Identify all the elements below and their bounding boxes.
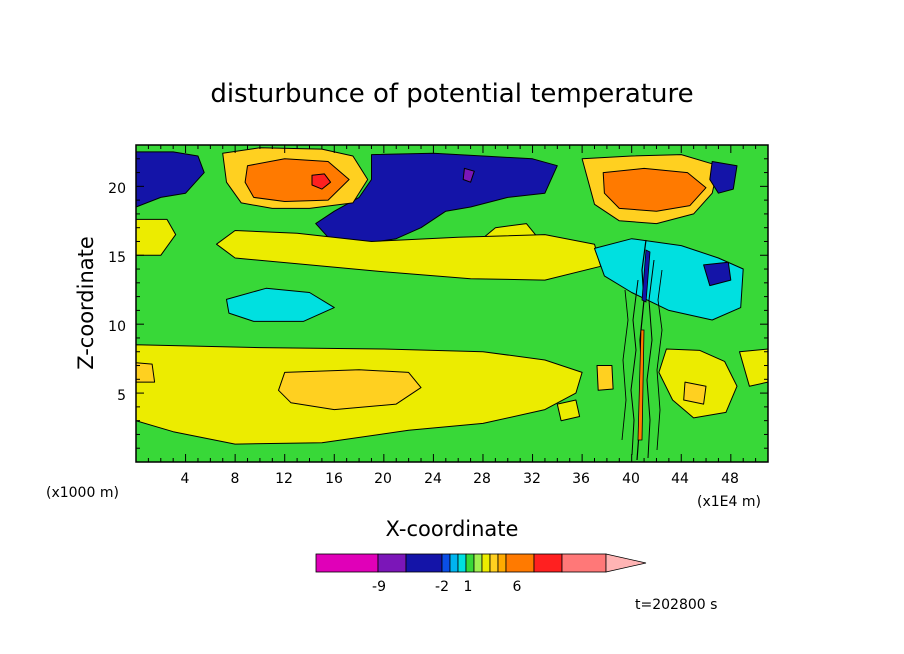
colorbar-label: -2 bbox=[435, 579, 449, 595]
contour-region bbox=[244, 158, 350, 202]
plume-core bbox=[637, 329, 645, 441]
convective-column bbox=[621, 239, 663, 461]
colorbar-label: 6 bbox=[513, 579, 522, 595]
contour-region bbox=[602, 167, 707, 212]
contour-region bbox=[136, 151, 205, 208]
y-tick-label: 10 bbox=[108, 319, 126, 335]
colorbar-swatch bbox=[481, 553, 491, 573]
x-tick-label: 8 bbox=[231, 471, 240, 487]
contour-region bbox=[216, 230, 602, 281]
contour-region bbox=[739, 348, 768, 387]
colorbar-swatch bbox=[441, 553, 451, 573]
time-label: t=202800 s bbox=[635, 597, 717, 613]
plume-stroke-b bbox=[630, 279, 639, 456]
x-tick-label: 40 bbox=[622, 471, 640, 487]
colorbar-swatch bbox=[405, 553, 443, 573]
x-tick-label: 48 bbox=[721, 471, 739, 487]
contour-region bbox=[703, 261, 732, 287]
plume-stroke-e bbox=[656, 269, 663, 451]
plot-frame bbox=[135, 144, 769, 463]
x-tick-label: 16 bbox=[325, 471, 343, 487]
colorbar-swatch bbox=[449, 553, 459, 573]
x-tick-label: 32 bbox=[523, 471, 541, 487]
colorbar-swatch bbox=[457, 553, 467, 573]
y-axis-label: Z-coordinate bbox=[74, 236, 98, 370]
x-axis-label: X-coordinate bbox=[386, 517, 519, 541]
contour-region bbox=[311, 173, 332, 190]
colorbar-swatch bbox=[465, 553, 475, 573]
x-tick-label: 36 bbox=[572, 471, 590, 487]
colorbar-label: -9 bbox=[372, 579, 386, 595]
contour-region bbox=[709, 161, 738, 194]
colorbar-extension bbox=[605, 553, 647, 573]
plume-stroke-d bbox=[621, 289, 629, 441]
contour-region bbox=[683, 381, 707, 405]
x-tick-label: 24 bbox=[424, 471, 442, 487]
x-tick-label: 4 bbox=[181, 471, 190, 487]
colorbar bbox=[315, 553, 647, 573]
plume-stroke-c bbox=[646, 259, 655, 459]
colorbar-swatch bbox=[473, 553, 483, 573]
colorbar-swatch bbox=[505, 553, 535, 573]
contour-region bbox=[594, 238, 744, 321]
colorbar-swatch bbox=[533, 553, 563, 573]
y-tick-label: 5 bbox=[117, 388, 126, 404]
x-unit-left: (x1000 m) bbox=[46, 485, 119, 501]
contour-region bbox=[315, 152, 558, 245]
colorbar-swatch bbox=[377, 553, 407, 573]
contour-region bbox=[556, 399, 581, 422]
plume-cold-core bbox=[641, 249, 651, 303]
contour-region bbox=[136, 362, 156, 383]
colorbar-swatch bbox=[489, 553, 499, 573]
x-tick-label: 28 bbox=[473, 471, 491, 487]
chart-title: disturbunce of potential temperature bbox=[210, 79, 693, 109]
contour-region bbox=[226, 287, 335, 322]
colorbar-label: 1 bbox=[464, 579, 473, 595]
contour-region bbox=[596, 365, 614, 391]
contour-regions bbox=[136, 147, 768, 445]
colorbar-swatch bbox=[497, 553, 507, 573]
x-tick-label: 12 bbox=[275, 471, 293, 487]
colorbar-swatch bbox=[561, 553, 607, 573]
contour-region bbox=[658, 348, 738, 419]
x-unit-right: (x1E4 m) bbox=[697, 494, 761, 510]
x-tick-label: 20 bbox=[374, 471, 392, 487]
contour-region bbox=[462, 167, 475, 183]
axis-ticks bbox=[136, 145, 768, 462]
colorbar-swatch bbox=[315, 553, 379, 573]
contour-region bbox=[278, 369, 422, 411]
y-tick-label: 20 bbox=[108, 181, 126, 197]
x-tick-label: 44 bbox=[671, 471, 689, 487]
y-tick-label: 15 bbox=[108, 250, 126, 266]
contour-region bbox=[136, 218, 177, 256]
